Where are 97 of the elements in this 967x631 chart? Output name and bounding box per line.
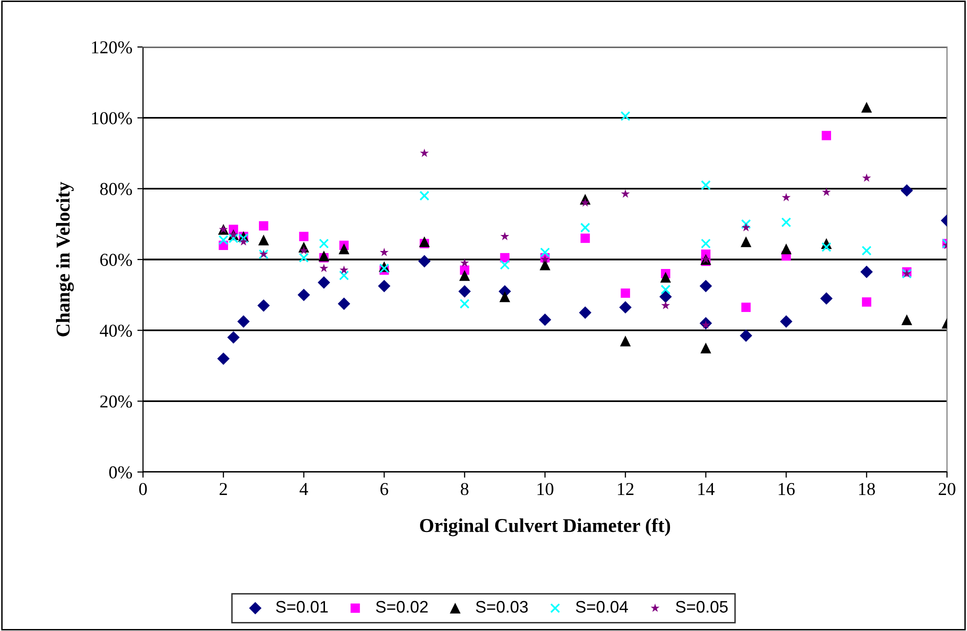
point <box>538 313 552 326</box>
point <box>782 192 791 202</box>
point <box>458 285 471 298</box>
point <box>620 336 631 346</box>
point <box>740 236 752 248</box>
legend-label: S=0.04 <box>576 600 628 613</box>
legend-label: S=0.02 <box>376 600 428 613</box>
point <box>239 237 248 246</box>
point <box>822 130 832 140</box>
point <box>217 352 230 365</box>
point <box>619 301 632 314</box>
point <box>901 314 912 326</box>
point <box>580 234 590 243</box>
point <box>500 260 510 270</box>
point <box>338 243 350 254</box>
point <box>701 320 710 329</box>
point <box>257 299 270 312</box>
point <box>861 102 872 113</box>
point <box>780 243 792 254</box>
point <box>378 280 390 292</box>
point <box>700 342 712 354</box>
point <box>660 272 671 283</box>
point <box>298 288 310 302</box>
point <box>258 221 268 231</box>
point <box>742 222 750 232</box>
x-tick-label: 18 <box>859 482 875 496</box>
y-axis-title: Change in Velocity <box>56 182 74 336</box>
point <box>822 188 831 196</box>
y-tick-label: 100% <box>92 112 132 124</box>
point <box>862 246 872 256</box>
point <box>700 238 711 249</box>
point <box>298 252 309 263</box>
point <box>499 291 510 302</box>
legend-label: S=0.03 <box>476 600 528 613</box>
point <box>660 284 671 295</box>
point <box>540 247 550 258</box>
point <box>460 258 470 267</box>
point <box>741 302 751 312</box>
point <box>258 234 269 246</box>
y-tick-label: 60% <box>100 254 132 266</box>
point <box>661 300 670 310</box>
point <box>318 250 330 262</box>
y-tick-label: 0% <box>109 466 132 478</box>
point <box>419 190 430 201</box>
point <box>318 238 329 249</box>
point <box>741 219 751 230</box>
x-tick-label: 6 <box>380 482 388 496</box>
point <box>821 242 832 252</box>
x-tick-label: 12 <box>618 482 634 495</box>
point <box>580 198 590 207</box>
point <box>338 298 350 310</box>
x-tick-label: 16 <box>778 482 795 496</box>
point <box>459 270 470 281</box>
point <box>900 184 914 197</box>
point <box>740 329 752 342</box>
legend-label: S=0.01 <box>276 600 328 613</box>
x-tick-label: 0 <box>139 482 147 496</box>
point <box>780 315 792 328</box>
x-tick-label: 2 <box>220 482 227 495</box>
point <box>380 248 389 256</box>
point <box>339 270 349 280</box>
x-tick-label: 20 <box>938 482 956 496</box>
y-tick-label: 20% <box>100 395 132 408</box>
point <box>620 189 630 198</box>
point <box>862 297 872 307</box>
point <box>237 315 250 328</box>
y-tick-label: 40% <box>100 324 132 337</box>
x-tick-label: 4 <box>300 483 308 495</box>
point <box>227 331 240 344</box>
point <box>318 276 330 289</box>
y-tick-label: 80% <box>100 182 132 196</box>
point <box>580 222 590 233</box>
point <box>340 265 348 274</box>
point <box>700 180 711 190</box>
point <box>659 290 672 303</box>
point <box>862 173 872 182</box>
point <box>500 232 510 240</box>
point <box>820 292 833 305</box>
point <box>700 280 712 292</box>
point <box>578 306 592 319</box>
point <box>460 298 470 309</box>
y-tick-label: 120% <box>92 41 132 54</box>
x-axis-title: Original Culvert Diameter (ft) <box>420 518 670 536</box>
point <box>319 264 328 272</box>
x-tick-label: 10 <box>538 482 554 496</box>
point <box>420 148 429 158</box>
x-tick-label: 14 <box>698 483 715 495</box>
point <box>299 232 308 242</box>
point <box>299 246 308 254</box>
point <box>781 217 792 228</box>
point <box>419 236 430 248</box>
x-tick-label: 8 <box>460 482 468 496</box>
point <box>620 111 630 122</box>
point <box>860 266 873 278</box>
point <box>418 255 431 268</box>
point <box>620 288 630 298</box>
legend-label: S=0.05 <box>676 600 728 613</box>
